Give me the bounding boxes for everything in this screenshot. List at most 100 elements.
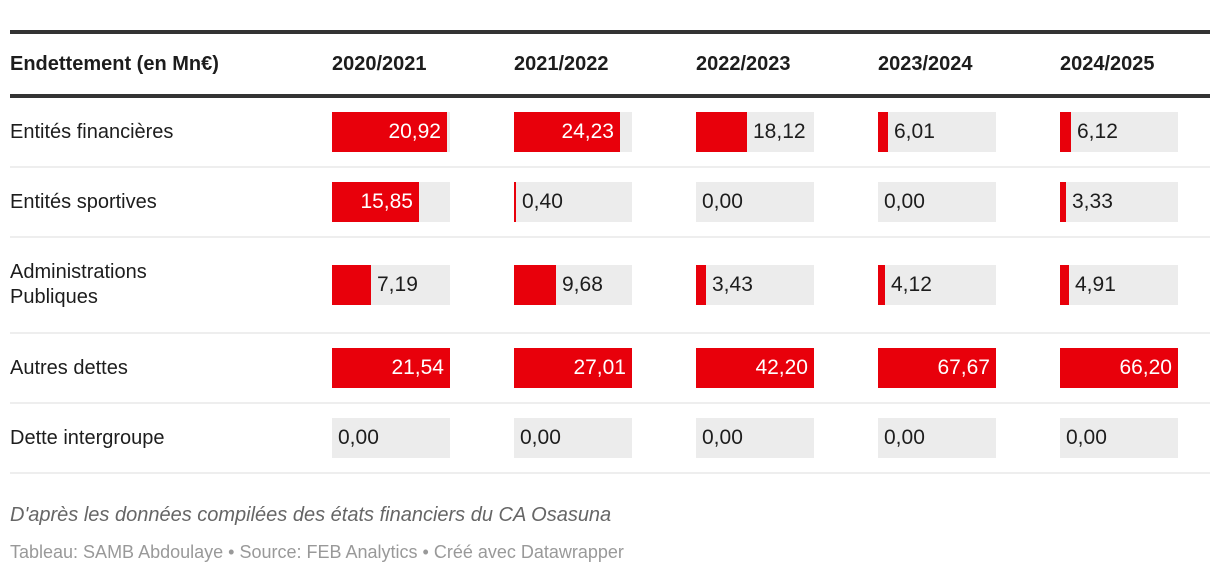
- table-row: Entités sportives 15,85 0,40 0,00 0,00 3,33: [10, 168, 1210, 238]
- value-label: 67,67: [937, 356, 990, 379]
- bar-fill: [878, 348, 996, 388]
- footnote: D'après les données compilées des états …: [10, 504, 612, 526]
- value-cell: 21,54: [332, 348, 514, 388]
- bar-fill: [514, 112, 620, 152]
- bar-track: 6,01: [878, 112, 996, 152]
- value-cell: 9,68: [514, 265, 696, 305]
- value-label: 27,01: [573, 356, 626, 379]
- value-label: 3,43: [712, 273, 753, 296]
- value-cell: 18,12: [696, 112, 878, 152]
- bar-fill: [332, 265, 371, 305]
- bar-fill: [878, 112, 888, 152]
- bar-fill: [878, 265, 885, 305]
- header-col[interactable]: 2021/2022: [514, 52, 609, 75]
- bar-fill: [332, 348, 450, 388]
- value-label: 24,23: [561, 120, 614, 143]
- header-col[interactable]: 2022/2023: [696, 52, 791, 75]
- bar-track: 42,20: [696, 348, 814, 388]
- table-row: Entités financières 20,92 24,23 18,12 6,01 6,…: [10, 98, 1210, 168]
- bar-fill: [514, 348, 632, 388]
- value-label: 0,00: [702, 426, 743, 449]
- value-label: 0,00: [1066, 426, 1107, 449]
- bar-track: 15,85: [332, 182, 450, 222]
- value-label: 0,00: [884, 190, 925, 213]
- bar-track: 0,00: [332, 418, 450, 458]
- value-cell: 3,33: [1060, 182, 1220, 222]
- value-label: 20,92: [388, 120, 441, 143]
- value-label: 0,40: [522, 190, 563, 213]
- bar-fill: [1060, 265, 1069, 305]
- value-label: 6,12: [1077, 120, 1118, 143]
- bar-track: 67,67: [878, 348, 996, 388]
- header-col[interactable]: 2020/2021: [332, 52, 427, 75]
- value-cell: 0,00: [332, 418, 514, 458]
- row-label: Dette intergroupe: [10, 426, 165, 449]
- table-row: Administrations Publiques 7,19 9,68 3,43 4,1…: [10, 238, 1210, 334]
- table-body: Entités financières 20,92 24,23 18,12 6,01 6,…: [10, 98, 1210, 474]
- bar-fill: [1060, 112, 1071, 152]
- bar-track: 0,00: [1060, 418, 1178, 458]
- bar-track: 7,19: [332, 265, 450, 305]
- bar-fill: [696, 348, 814, 388]
- row-label: Autres dettes: [10, 356, 128, 379]
- value-cell: 24,23: [514, 112, 696, 152]
- value-cell: 42,20: [696, 348, 878, 388]
- header-col[interactable]: 2024/2025: [1060, 52, 1155, 75]
- value-label: 0,00: [338, 426, 379, 449]
- value-cell: 20,92: [332, 112, 514, 152]
- bar-track: 3,43: [696, 265, 814, 305]
- value-cell: 4,12: [878, 265, 1060, 305]
- bar-track: 9,68: [514, 265, 632, 305]
- value-cell: 15,85: [332, 182, 514, 222]
- row-label: Administrations Publiques: [10, 261, 147, 308]
- value-label: 4,12: [891, 273, 932, 296]
- bar-fill: [332, 182, 419, 222]
- table-row: Autres dettes 21,54 27,01 42,20 67,67 66,20: [10, 334, 1210, 404]
- value-cell: 4,91: [1060, 265, 1220, 305]
- bar-fill: [332, 112, 447, 152]
- bar-track: 3,33: [1060, 182, 1178, 222]
- bar-track: 4,91: [1060, 265, 1178, 305]
- bar-track: 0,00: [696, 182, 814, 222]
- value-label: 0,00: [884, 426, 925, 449]
- header-col[interactable]: 2023/2024: [878, 52, 973, 75]
- bar-track: 27,01: [514, 348, 632, 388]
- value-cell: 0,40: [514, 182, 696, 222]
- value-cell: 3,43: [696, 265, 878, 305]
- top-rule: [10, 30, 1210, 34]
- bar-fill: [1060, 348, 1178, 388]
- bar-track: 66,20: [1060, 348, 1178, 388]
- header-rule: [10, 94, 1210, 98]
- value-label: 18,12: [753, 120, 806, 143]
- bar-track: 0,40: [514, 182, 632, 222]
- value-cell: 6,12: [1060, 112, 1220, 152]
- header-label[interactable]: Endettement (en Mn€): [10, 52, 219, 75]
- value-label: 66,20: [1119, 356, 1172, 379]
- row-label: Entités sportives: [10, 190, 157, 213]
- value-label: 9,68: [562, 273, 603, 296]
- bar-fill: [514, 182, 516, 222]
- table-row: Dette intergroupe 0,00 0,00 0,00 0,00 0,00: [10, 404, 1210, 474]
- bar-track: 0,00: [878, 182, 996, 222]
- value-cell: 0,00: [696, 418, 878, 458]
- bar-fill: [514, 265, 556, 305]
- value-cell: 0,00: [1060, 418, 1220, 458]
- value-label: 3,33: [1072, 190, 1113, 213]
- bar-track: 18,12: [696, 112, 814, 152]
- bar-track: 21,54: [332, 348, 450, 388]
- bar-track: 0,00: [514, 418, 632, 458]
- value-cell: 7,19: [332, 265, 514, 305]
- value-cell: 6,01: [878, 112, 1060, 152]
- credits: Tableau: SAMB Abdoulaye • Source: FEB An…: [10, 542, 624, 562]
- value-cell: 66,20: [1060, 348, 1220, 388]
- value-cell: 67,67: [878, 348, 1060, 388]
- value-cell: 0,00: [696, 182, 878, 222]
- bar-track: 0,00: [696, 418, 814, 458]
- header-row: Endettement (en Mn€) 2020/2021 2021/2022…: [10, 34, 1210, 94]
- bar-track: 24,23: [514, 112, 632, 152]
- value-cell: 27,01: [514, 348, 696, 388]
- value-label: 42,20: [755, 356, 808, 379]
- bar-track: 20,92: [332, 112, 450, 152]
- value-label: 4,91: [1075, 273, 1116, 296]
- value-cell: 0,00: [514, 418, 696, 458]
